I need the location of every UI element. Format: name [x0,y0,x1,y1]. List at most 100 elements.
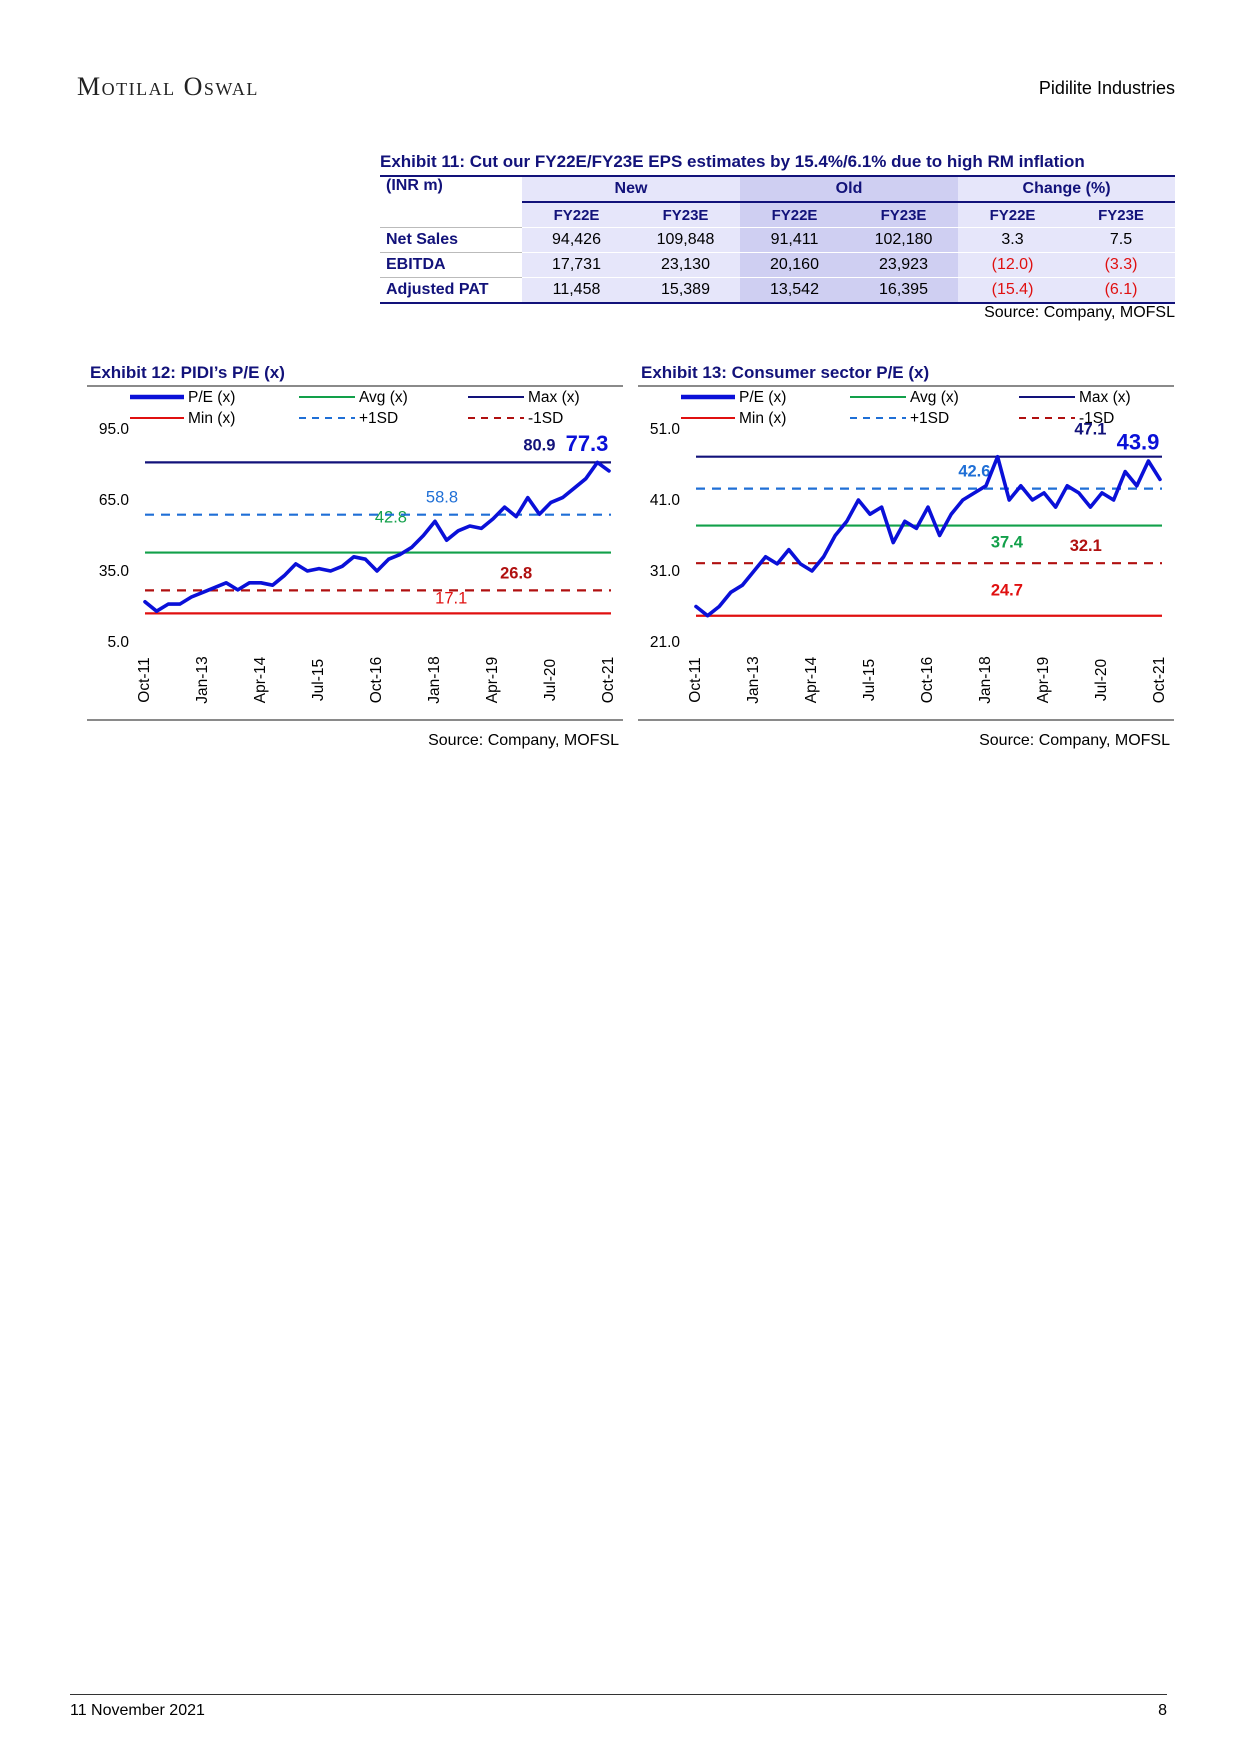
chart-title: Exhibit 12: PIDI’s P/E (x) [90,363,285,382]
x-tick-label: Apr-14 [252,656,269,703]
table-cell: 15,389 [631,277,740,304]
company-name: Pidilite Industries [1038,78,1175,98]
row-label: Adjusted PAT [380,277,522,304]
sub-header: FY23E [631,202,740,228]
brand: Motilal Oswal [77,72,259,101]
reference-value-label: 32.1 [1070,537,1102,555]
table-cell: 94,426 [522,227,631,253]
reference-value-label: 17.1 [435,589,467,607]
table-cell: (6.1) [1067,277,1176,304]
table-source: Source: Company, MOFSL [984,304,1175,321]
chart-source: Source: Company, MOFSL [979,732,1170,749]
x-tick-label: Jul-15 [861,659,878,701]
table-cell: 7.5 [1067,227,1176,253]
group-header: Change (%) [958,175,1176,203]
x-tick-label: Oct-16 [368,657,385,704]
y-tick-label: 51.0 [650,421,681,438]
sub-header: FY22E [522,202,631,228]
reference-value-label: 42.8 [375,509,407,527]
legend-label: P/E (x) [188,389,235,406]
reference-value-label: 26.8 [500,564,532,582]
legend-label: Min (x) [188,410,235,427]
x-tick-label: Jan-13 [194,656,211,703]
reference-value-label: 80.9 [523,436,555,454]
sub-header: FY22E [740,202,849,228]
chart-source: Source: Company, MOFSL [428,732,619,749]
table-cell: 17,731 [522,252,631,278]
sub-header: FY23E [849,202,959,228]
sub-header: FY22E [958,202,1068,228]
last-value-label: 43.9 [1117,429,1160,454]
chart: Exhibit 12: PIDI’s P/E (x) Source: Compan… [87,363,623,749]
x-tick-label: Jul-15 [310,659,327,701]
legend-label: Avg (x) [910,389,959,406]
y-tick-label: 95.0 [99,421,130,438]
y-tick-label: 35.0 [99,563,130,580]
reference-value-label: 47.1 [1074,421,1106,439]
table-row: EBITDA 17,731 23,130 20,160 23,923 (12.0) (3.3… [380,252,1176,278]
legend-label: +1SD [910,410,949,427]
x-tick-label: Apr-19 [1035,657,1052,704]
sub-header: FY23E [1067,202,1176,228]
y-tick-label: 31.0 [650,563,681,580]
y-tick-label: 65.0 [99,492,130,509]
x-tick-label: Jul-20 [1093,659,1110,702]
legend-label: Max (x) [1079,389,1131,406]
reference-value-label: 37.4 [991,534,1024,552]
x-tick-label: Jan-18 [977,656,994,703]
table-cell: 23,923 [849,252,959,278]
x-tick-label: Jan-13 [745,656,762,703]
table-cell: 23,130 [631,252,740,278]
table-cell: 16,395 [849,277,959,304]
pe-line [694,454,1162,618]
table-cell: (12.0) [958,252,1068,278]
legend-label: -1SD [528,410,563,427]
y-tick-label: 41.0 [650,492,681,509]
x-tick-label: Jan-18 [426,656,443,703]
estimates-table: (INR m) New Old Change (%) FY22E FY23E FY22E FY… [380,175,1176,304]
y-tick-label: 21.0 [650,634,681,651]
x-tick-label: Oct-11 [687,657,704,702]
row-label: Net Sales [380,227,522,253]
legend-label: +1SD [359,410,398,427]
x-tick-label: Jul-20 [542,659,559,702]
table-cell: 109,848 [631,227,740,253]
group-header: New [522,175,740,203]
corner-label: (INR m) [380,175,522,228]
x-tick-label: Oct-21 [1151,657,1168,704]
pe-line [143,460,611,613]
page-number: 8 [1158,1702,1167,1719]
last-value-label: 77.3 [566,431,609,456]
footer-date: 11 November 2021 [70,1702,205,1719]
chart: Exhibit 13: Consumer sector P/E (x) Sourc… [638,363,1174,749]
x-tick-label: Oct-11 [136,657,153,702]
footer-rule [70,1694,1167,1695]
group-header: Old [740,175,959,203]
x-tick-label: Oct-16 [919,657,936,704]
reference-value-label: 24.7 [991,582,1023,600]
table-row: Net Sales 94,426 109,848 91,411 102,180 3.3 7.… [380,227,1176,253]
table-cell: (15.4) [958,277,1068,304]
table-cell: 3.3 [958,227,1068,253]
table-cell: (3.3) [1067,252,1176,278]
legend-label: Min (x) [739,410,786,427]
legend-label: -1SD [1079,410,1114,427]
x-tick-label: Apr-14 [803,656,820,703]
row-label: EBITDA [380,252,522,278]
table-cell: 11,458 [522,277,631,304]
table-cell: 91,411 [740,227,849,253]
reference-value-label: 42.6 [958,463,990,481]
table-cell: 102,180 [849,227,959,253]
x-tick-label: Oct-21 [600,657,617,704]
legend-label: Avg (x) [359,389,408,406]
chart-title: Exhibit 13: Consumer sector P/E (x) [641,363,929,382]
legend-label: Max (x) [528,389,580,406]
table-cell: 20,160 [740,252,849,278]
x-tick-label: Apr-19 [484,657,501,704]
table-title: Exhibit 11: Cut our FY22E/FY23E EPS esti… [380,152,1085,171]
table-cell: 13,542 [740,277,849,304]
legend-label: P/E (x) [739,389,786,406]
table-row: FY22E FY23E FY22E FY23E FY22E FY23E [380,202,1176,228]
y-tick-label: 5.0 [107,634,129,651]
